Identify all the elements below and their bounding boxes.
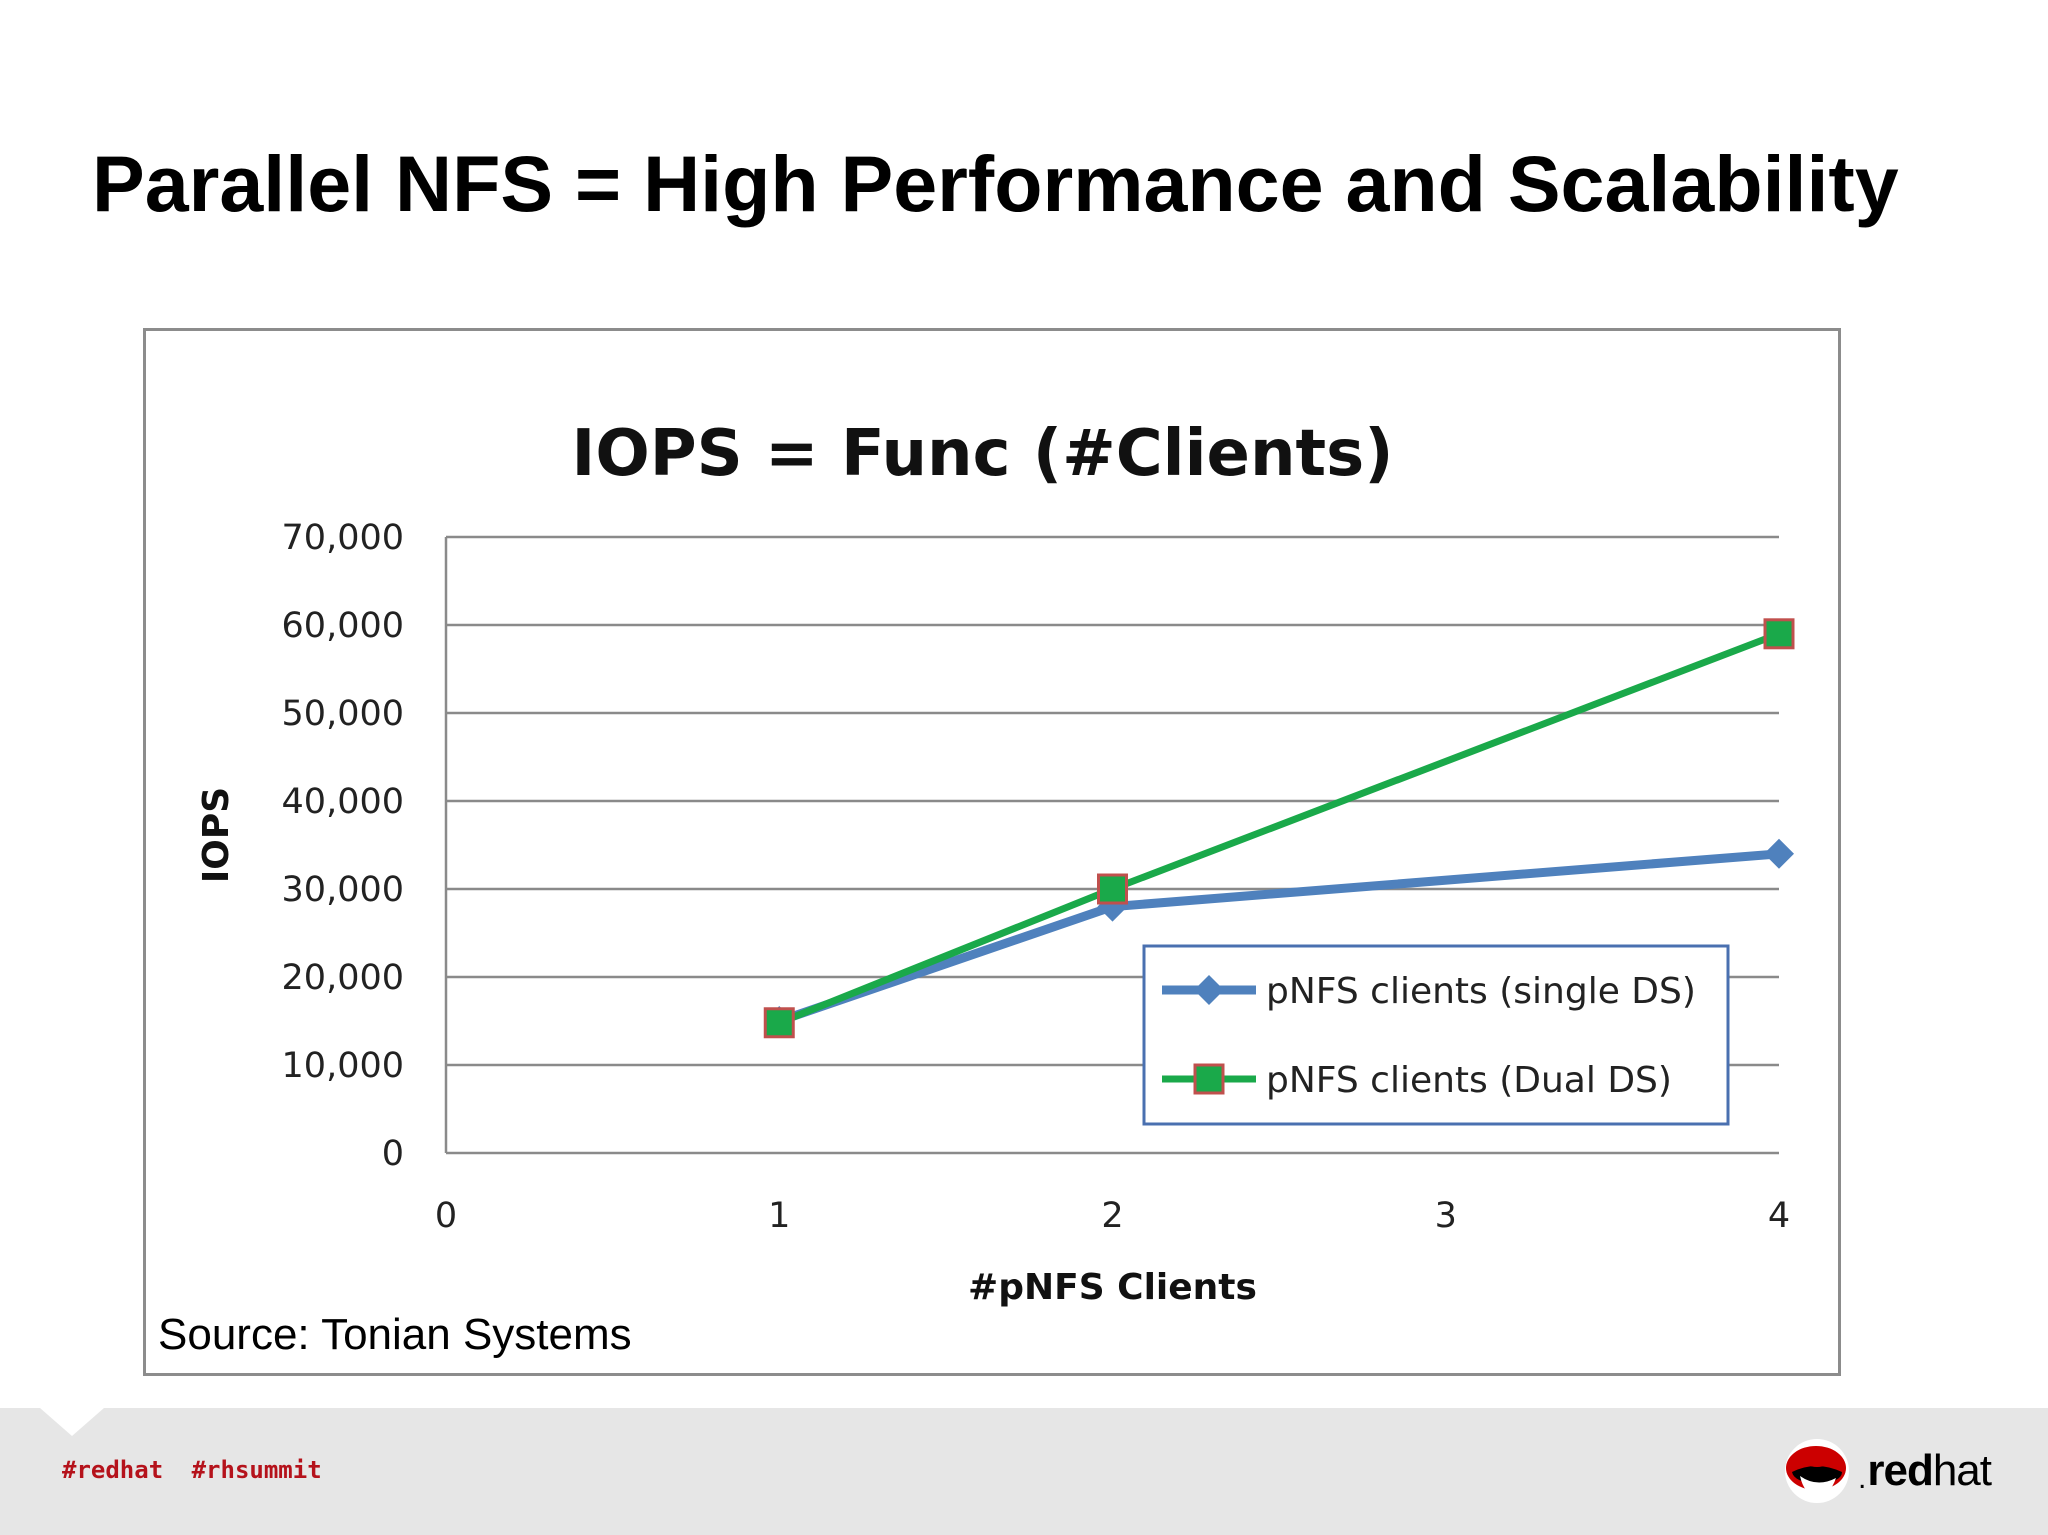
chart-text: IOPS = Func (#Clients) 0 10,000 20,000 30,00… [196,417,1790,1308]
x-tick-label: 3 [1435,1196,1457,1236]
x-tick-label: 0 [435,1196,457,1236]
y-tick-label: 50,000 [282,694,404,734]
data-point-series-2 [1097,873,1128,905]
y-tick-label: 40,000 [282,782,404,822]
iops-line-chart: IOPS = Func (#Clients) 0 10,000 20,000 30,00… [196,417,1795,1308]
legend-marker [1193,1063,1225,1095]
hashtag-redhat[interactable]: #redhat [62,1456,164,1484]
redhat-logo: .redhat [1784,1436,1992,1506]
y-axis-label: IOPS [196,787,237,883]
legend-marker [1194,975,1224,1005]
legend: pNFS clients (single DS) pNFS clients (Du… [1142,944,1730,1126]
x-tick-label: 1 [768,1196,790,1236]
y-tick-label: 10,000 [282,1046,404,1086]
y-tick-label: 70,000 [282,518,404,558]
legend-label: pNFS clients (Dual DS) [1266,1060,1672,1101]
slide-title: Parallel NFS = High Performance and Scal… [92,139,1899,228]
legend-label: pNFS clients (single DS) [1266,971,1696,1012]
hashtag-rhsummit[interactable]: #rhsummit [191,1456,322,1484]
gridlines [446,535,1779,1155]
data-point-series-2 [1763,618,1795,650]
data-point-series-2 [763,1007,795,1039]
y-tick-label: 30,000 [282,870,404,910]
footer-bar [0,1408,2048,1535]
footer-notch [40,1408,104,1436]
redhat-shadowman-icon [1785,1439,1849,1503]
x-tick-label: 2 [1101,1196,1123,1236]
chart-title: IOPS = Func (#Clients) [572,417,1394,491]
source-note: Source: Tonian Systems [158,1310,632,1359]
chart-frame: IOPS = Func (#Clients) 0 10,000 20,000 30,00… [143,328,1841,1376]
y-tick-label: 0 [382,1134,404,1174]
y-tick-label: 60,000 [282,606,404,646]
y-tick-label: 20,000 [282,958,404,998]
data-point-series-1 [1764,838,1794,869]
hashtags: #redhat #rhsummit [62,1456,336,1484]
redhat-wordmark: .redhat [1858,1446,1992,1495]
legend-box [1142,944,1730,1126]
series [763,618,1795,1039]
x-axis-label: #pNFS Clients [968,1267,1257,1308]
x-tick-label: 4 [1768,1196,1790,1236]
